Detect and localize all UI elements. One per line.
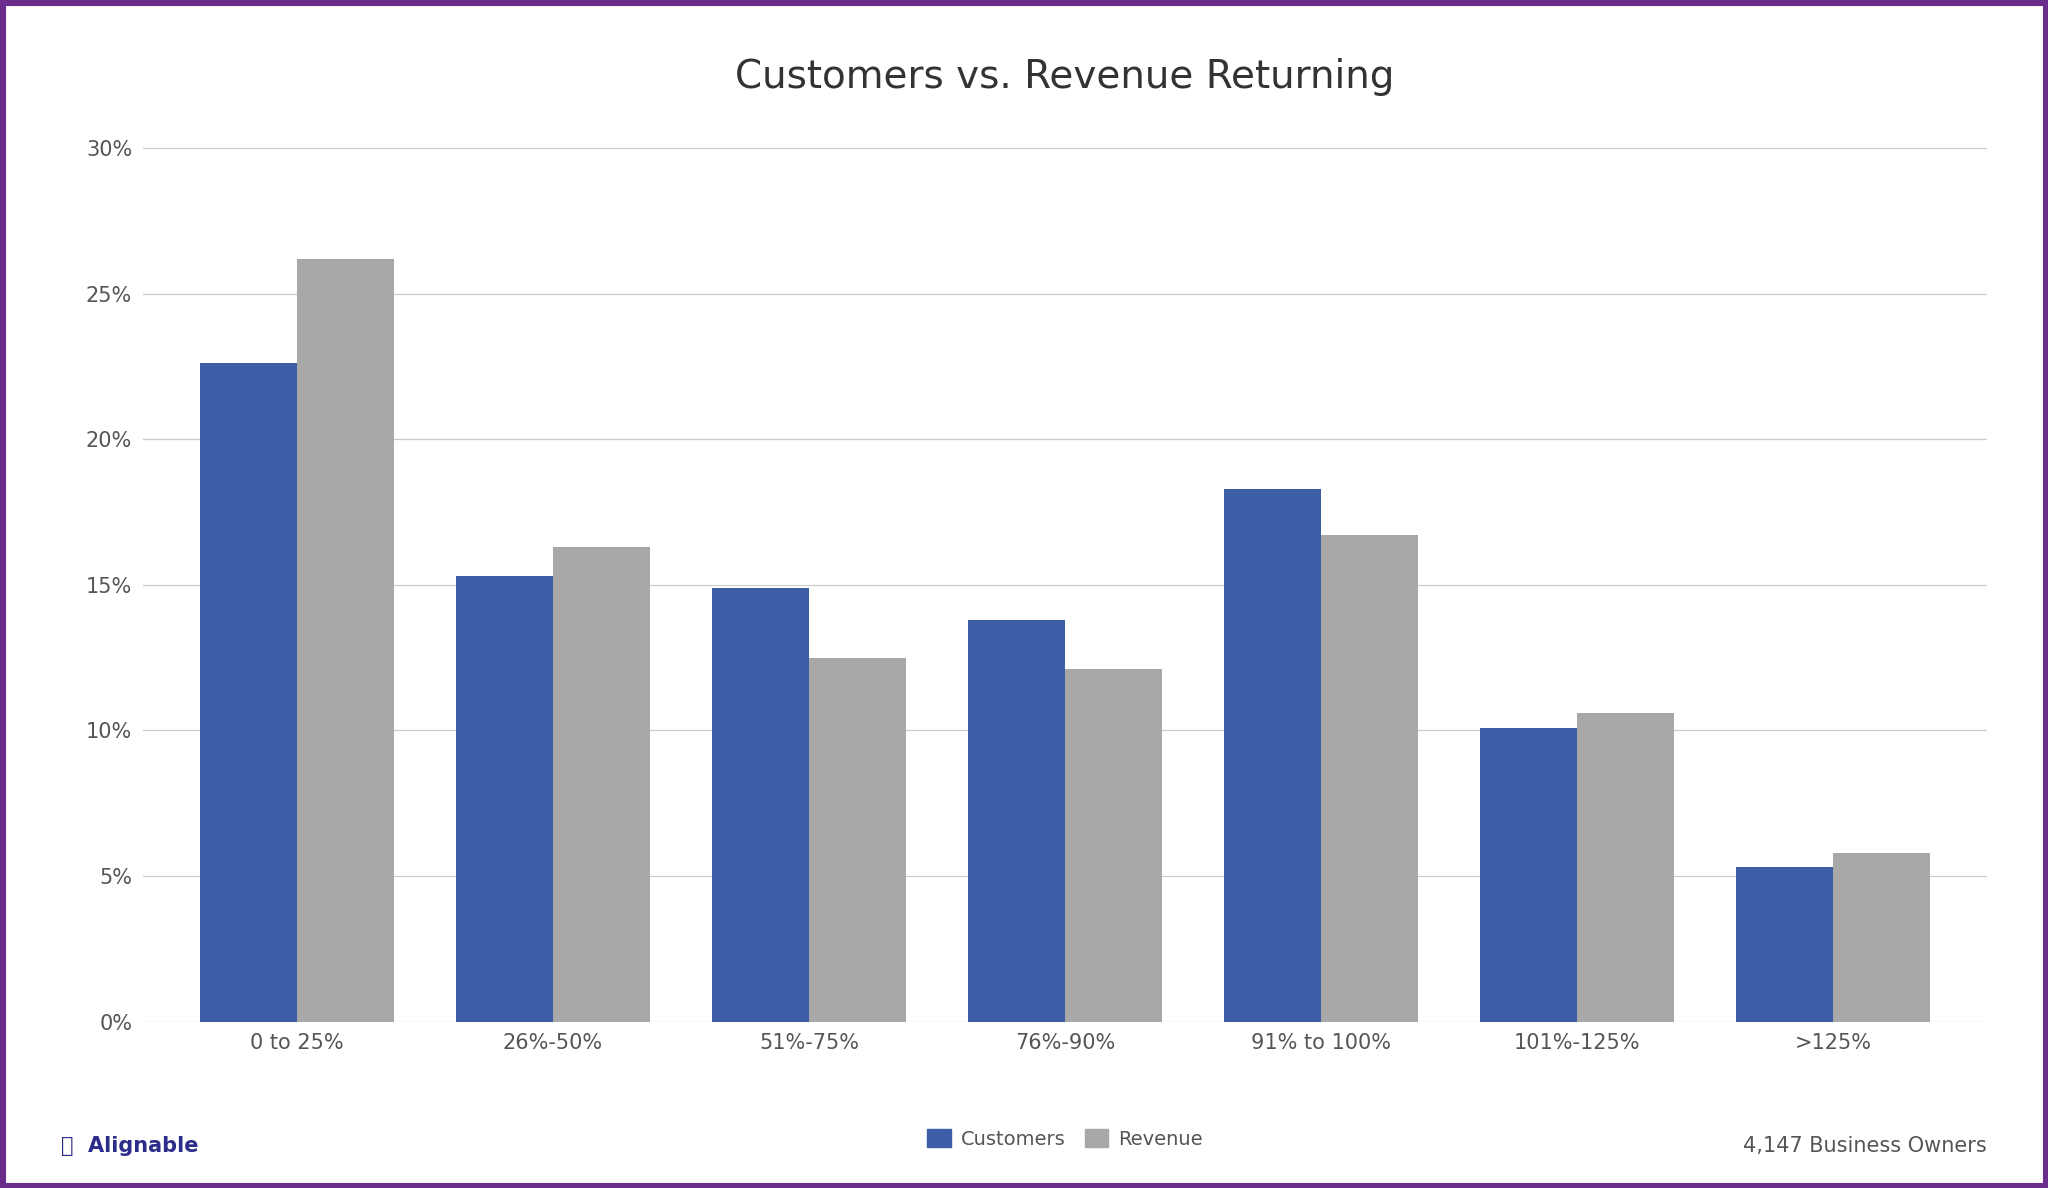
- Text: Ⓢ  Alignable: Ⓢ Alignable: [61, 1137, 199, 1156]
- Bar: [1479, 727, 1577, 1022]
- Bar: [297, 259, 393, 1022]
- Bar: [199, 364, 297, 1022]
- Bar: [969, 620, 1065, 1022]
- Bar: [1065, 669, 1163, 1022]
- Bar: [713, 588, 809, 1022]
- Bar: [1833, 853, 1929, 1022]
- Bar: [553, 546, 649, 1022]
- Title: Customers vs. Revenue Returning: Customers vs. Revenue Returning: [735, 58, 1395, 96]
- Text: 4,147 Business Owners: 4,147 Business Owners: [1743, 1137, 1987, 1156]
- Bar: [455, 576, 553, 1022]
- Bar: [1577, 713, 1675, 1022]
- Bar: [1735, 867, 1833, 1022]
- Bar: [1225, 488, 1321, 1022]
- Legend: Customers, Revenue: Customers, Revenue: [920, 1121, 1210, 1157]
- Bar: [1321, 536, 1417, 1022]
- Bar: [809, 658, 905, 1022]
